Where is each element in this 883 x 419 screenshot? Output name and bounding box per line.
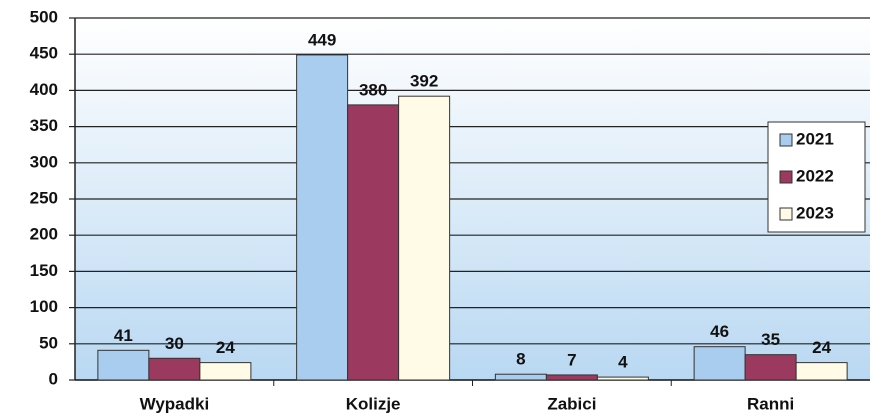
legend-label: 2022 — [796, 166, 834, 185]
bar — [97, 349, 150, 381]
data-label: 392 — [410, 72, 438, 91]
legend-label: 2023 — [796, 203, 834, 222]
data-label: 24 — [812, 338, 831, 357]
data-label: 41 — [114, 326, 133, 345]
bar — [545, 374, 598, 381]
data-label: 35 — [761, 330, 780, 349]
data-label: 30 — [165, 334, 184, 353]
x-tick-label: Ranni — [747, 394, 794, 413]
legend-swatch — [779, 207, 793, 221]
y-tick-label: 250 — [30, 188, 58, 207]
y-tick-label: 150 — [30, 261, 58, 280]
bar — [347, 104, 400, 381]
data-label: 380 — [359, 80, 387, 99]
bar — [795, 362, 848, 381]
y-tick-label: 0 — [49, 369, 58, 388]
bar — [744, 354, 797, 381]
data-label: 4 — [618, 353, 628, 372]
data-label: 24 — [216, 338, 235, 357]
legend-swatch — [779, 133, 793, 147]
bar — [596, 376, 649, 381]
bar — [398, 95, 451, 381]
data-label: 449 — [308, 30, 336, 49]
y-tick-label: 400 — [30, 80, 58, 99]
legend-swatch — [779, 170, 793, 184]
y-tick-label: 50 — [39, 333, 58, 352]
data-label: 8 — [516, 350, 525, 369]
y-tick-label: 100 — [30, 297, 58, 316]
y-tick-label: 300 — [30, 152, 58, 171]
bar — [296, 54, 349, 381]
x-tick-label: Wypadki — [140, 394, 210, 413]
x-tick-label: Zabici — [547, 394, 596, 413]
y-tick-label: 350 — [30, 116, 58, 135]
bar — [148, 357, 201, 381]
x-tick-label: Kolizje — [346, 394, 401, 413]
y-tick-label: 200 — [30, 225, 58, 244]
legend-label: 2021 — [796, 129, 834, 148]
y-tick-label: 500 — [30, 7, 58, 26]
data-label: 7 — [567, 350, 576, 369]
data-label: 46 — [710, 322, 729, 341]
bar — [494, 373, 547, 381]
bar — [199, 362, 252, 381]
bar — [693, 346, 746, 381]
y-tick-label: 450 — [30, 44, 58, 63]
